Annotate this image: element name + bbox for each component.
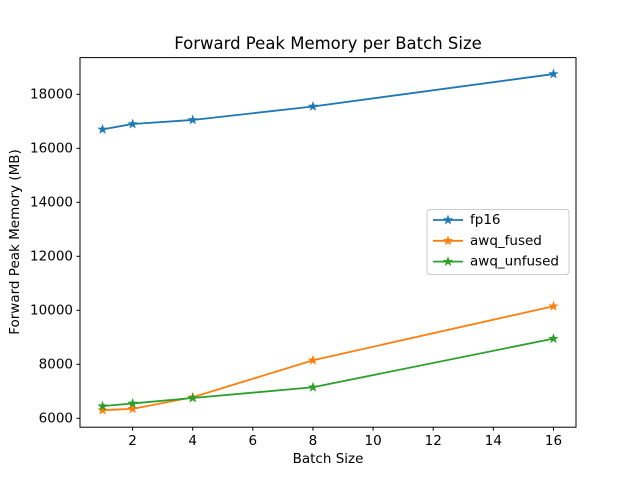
data-point-marker-awq_unfused [307, 381, 319, 392]
legend-label-awq_fused: awq_fused [470, 233, 542, 249]
x-tick-label: 14 [485, 433, 502, 449]
data-point-marker-fp16 [187, 114, 198, 125]
series-line-fp16 [102, 73, 554, 131]
legend-marker-awq_unfused [442, 256, 454, 267]
data-point-marker-fp16 [127, 118, 138, 129]
x-tick-label: 4 [188, 433, 197, 449]
y-axis-label: Forward Peak Memory (MB) [7, 149, 23, 335]
data-point-marker-awq_fused [127, 403, 138, 414]
y-tick-label: 6000 [39, 410, 73, 426]
x-tick-label: 6 [249, 433, 258, 449]
y-tick-label: 14000 [30, 194, 73, 210]
data-point-marker-awq_unfused [127, 397, 138, 408]
data-point-marker-awq_unfused [187, 392, 198, 403]
data-point-marker-fp16 [307, 100, 319, 111]
legend-label-fp16: fp16 [470, 212, 501, 228]
x-axis-label: Batch Size [292, 451, 364, 467]
y-tick-label: 10000 [30, 302, 73, 318]
x-tick-label: 12 [425, 433, 442, 449]
data-point-marker-fp16 [548, 68, 559, 79]
chart-title: Forward Peak Memory per Batch Size [174, 34, 482, 53]
plot-border [79, 57, 577, 428]
series-line-awq_unfused [102, 337, 554, 408]
data-point-marker-fp16 [97, 123, 108, 134]
data-point-marker-awq_fused [548, 300, 559, 311]
data-point-marker-awq_fused [97, 404, 108, 415]
series-line-awq_fused [102, 305, 554, 412]
data-point-marker-awq_unfused [548, 333, 559, 344]
legend-marker-fp16 [442, 214, 454, 225]
y-tick-label: 8000 [39, 356, 73, 372]
legend-marker-awq_fused [442, 235, 454, 246]
y-tick-label: 16000 [30, 140, 73, 156]
x-tick-label: 8 [309, 433, 318, 449]
x-tick-label: 10 [364, 433, 381, 449]
data-point-marker-awq_unfused [97, 400, 108, 411]
y-tick-label: 12000 [30, 248, 73, 264]
legend-box [426, 209, 570, 275]
legend-label-awq_unfused: awq_unfused [470, 254, 559, 270]
y-tick-label: 18000 [30, 86, 73, 102]
x-tick-label: 16 [545, 433, 562, 449]
data-point-marker-awq_fused [307, 354, 319, 365]
x-tick-label: 2 [128, 433, 137, 449]
